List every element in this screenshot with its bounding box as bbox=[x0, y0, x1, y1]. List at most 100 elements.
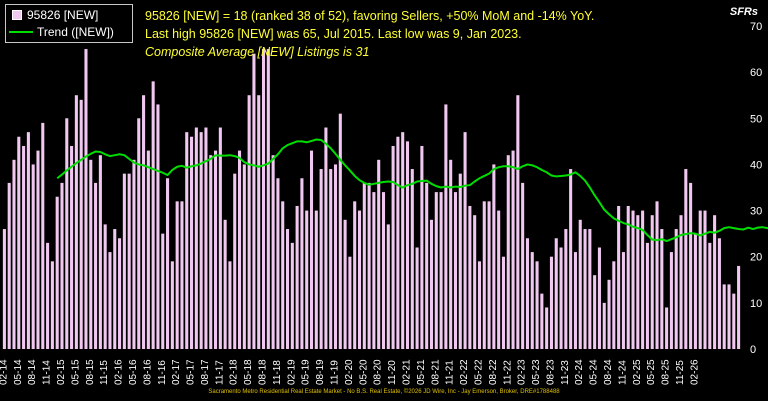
bar bbox=[439, 192, 443, 349]
x-tick-label: 02-23 bbox=[517, 359, 528, 385]
bar bbox=[540, 293, 544, 349]
x-tick-label: 05-21 bbox=[416, 359, 427, 385]
x-tick-label: 02-15 bbox=[56, 359, 67, 385]
x-tick-label: 02-25 bbox=[632, 359, 643, 385]
bar bbox=[732, 293, 736, 349]
bar bbox=[233, 173, 237, 349]
bar bbox=[684, 169, 688, 349]
bar bbox=[578, 219, 582, 349]
bar bbox=[521, 182, 525, 349]
bar bbox=[266, 49, 270, 349]
x-tick-label: 05-17 bbox=[186, 359, 197, 385]
y-tick-label: 10 bbox=[750, 298, 762, 310]
bar bbox=[242, 164, 246, 349]
bar bbox=[482, 201, 486, 349]
bar bbox=[420, 145, 424, 349]
bar bbox=[530, 252, 534, 349]
bar bbox=[477, 261, 482, 349]
x-tick-label: 02-19 bbox=[286, 359, 297, 385]
bar bbox=[501, 256, 505, 349]
bar bbox=[89, 159, 93, 349]
bar bbox=[113, 229, 117, 349]
bar bbox=[41, 122, 45, 350]
bar bbox=[261, 49, 266, 349]
bar bbox=[300, 178, 304, 349]
bar bbox=[209, 155, 213, 349]
bar bbox=[137, 118, 141, 349]
x-tick-label: 11-25 bbox=[675, 360, 686, 385]
y-tick-label: 60 bbox=[750, 67, 762, 79]
bar bbox=[12, 159, 16, 349]
x-axis: 02-14 05-14 08-14 11-14 02-15 05-15 08-15 11-15… bbox=[0, 359, 700, 385]
bar bbox=[588, 229, 592, 349]
x-tick-label: 08-25 bbox=[661, 359, 672, 385]
legend-bar-label: 95826 [NEW] bbox=[27, 8, 99, 22]
x-tick-label: 11-20 bbox=[387, 360, 398, 385]
legend-item-trend: Trend ([NEW]) bbox=[9, 24, 114, 40]
bar bbox=[545, 307, 549, 349]
bar bbox=[314, 210, 318, 349]
x-tick-label: 11-19 bbox=[330, 360, 341, 385]
bar bbox=[698, 210, 702, 349]
bar bbox=[103, 224, 107, 349]
bar bbox=[108, 252, 112, 349]
x-tick-label: 08-15 bbox=[85, 359, 96, 385]
bar bbox=[377, 159, 381, 349]
x-tick-label: 05-20 bbox=[358, 359, 369, 385]
bar bbox=[36, 150, 40, 349]
bar bbox=[569, 169, 573, 349]
x-tick-label: 08-23 bbox=[545, 359, 556, 385]
bar bbox=[617, 205, 621, 349]
bar bbox=[367, 182, 371, 349]
bar bbox=[290, 242, 294, 349]
bar bbox=[180, 201, 184, 349]
y-axis: 0 10 20 30 40 50 60 70 bbox=[750, 21, 762, 356]
bar-swatch bbox=[12, 10, 22, 20]
trend-swatch bbox=[9, 31, 33, 33]
y-tick-label: 40 bbox=[750, 159, 762, 171]
bar bbox=[636, 215, 640, 349]
bar bbox=[22, 145, 26, 349]
bar bbox=[94, 182, 98, 349]
bar bbox=[74, 95, 78, 350]
x-tick-label: 08-21 bbox=[430, 359, 441, 385]
footer-credit: Sacramento Metro Residential Real Estate… bbox=[208, 389, 560, 395]
bar bbox=[166, 178, 170, 349]
bar bbox=[333, 164, 338, 349]
bar bbox=[305, 210, 309, 349]
bar bbox=[271, 155, 275, 349]
bar bbox=[194, 127, 198, 349]
bar bbox=[391, 145, 395, 349]
bar bbox=[597, 247, 601, 349]
x-tick-label: 08-20 bbox=[373, 359, 384, 385]
bar bbox=[199, 132, 203, 349]
bar bbox=[727, 284, 731, 349]
bar bbox=[583, 229, 587, 349]
bar bbox=[386, 224, 390, 349]
bar bbox=[689, 182, 693, 349]
bar bbox=[309, 150, 314, 349]
bar bbox=[343, 219, 347, 349]
x-tick-label: 08-14 bbox=[27, 359, 38, 385]
bar bbox=[98, 155, 102, 349]
bar bbox=[713, 215, 717, 349]
bar bbox=[2, 229, 6, 349]
bar bbox=[655, 201, 659, 349]
x-tick-label: 02-16 bbox=[114, 359, 125, 385]
x-tick-label: 11-24 bbox=[617, 360, 628, 385]
bar bbox=[60, 182, 64, 349]
y-tick-label: 0 bbox=[750, 344, 756, 356]
bar bbox=[276, 178, 280, 349]
bar bbox=[362, 182, 366, 349]
bar bbox=[218, 127, 222, 349]
x-tick-label: 11-16 bbox=[157, 360, 168, 385]
annotation-summary: 95826 [NEW] = 18 (ranked 38 of 52), favo… bbox=[145, 9, 595, 23]
annotation-high-low: Last high 95826 [NEW] was 65, Jul 2015. … bbox=[145, 27, 522, 41]
bar bbox=[50, 261, 54, 349]
bar bbox=[645, 242, 649, 349]
x-tick-label: 05-18 bbox=[243, 359, 254, 385]
bar bbox=[252, 53, 256, 349]
bar bbox=[146, 150, 150, 349]
x-tick-label: 02-20 bbox=[344, 359, 355, 385]
bar bbox=[247, 95, 251, 350]
